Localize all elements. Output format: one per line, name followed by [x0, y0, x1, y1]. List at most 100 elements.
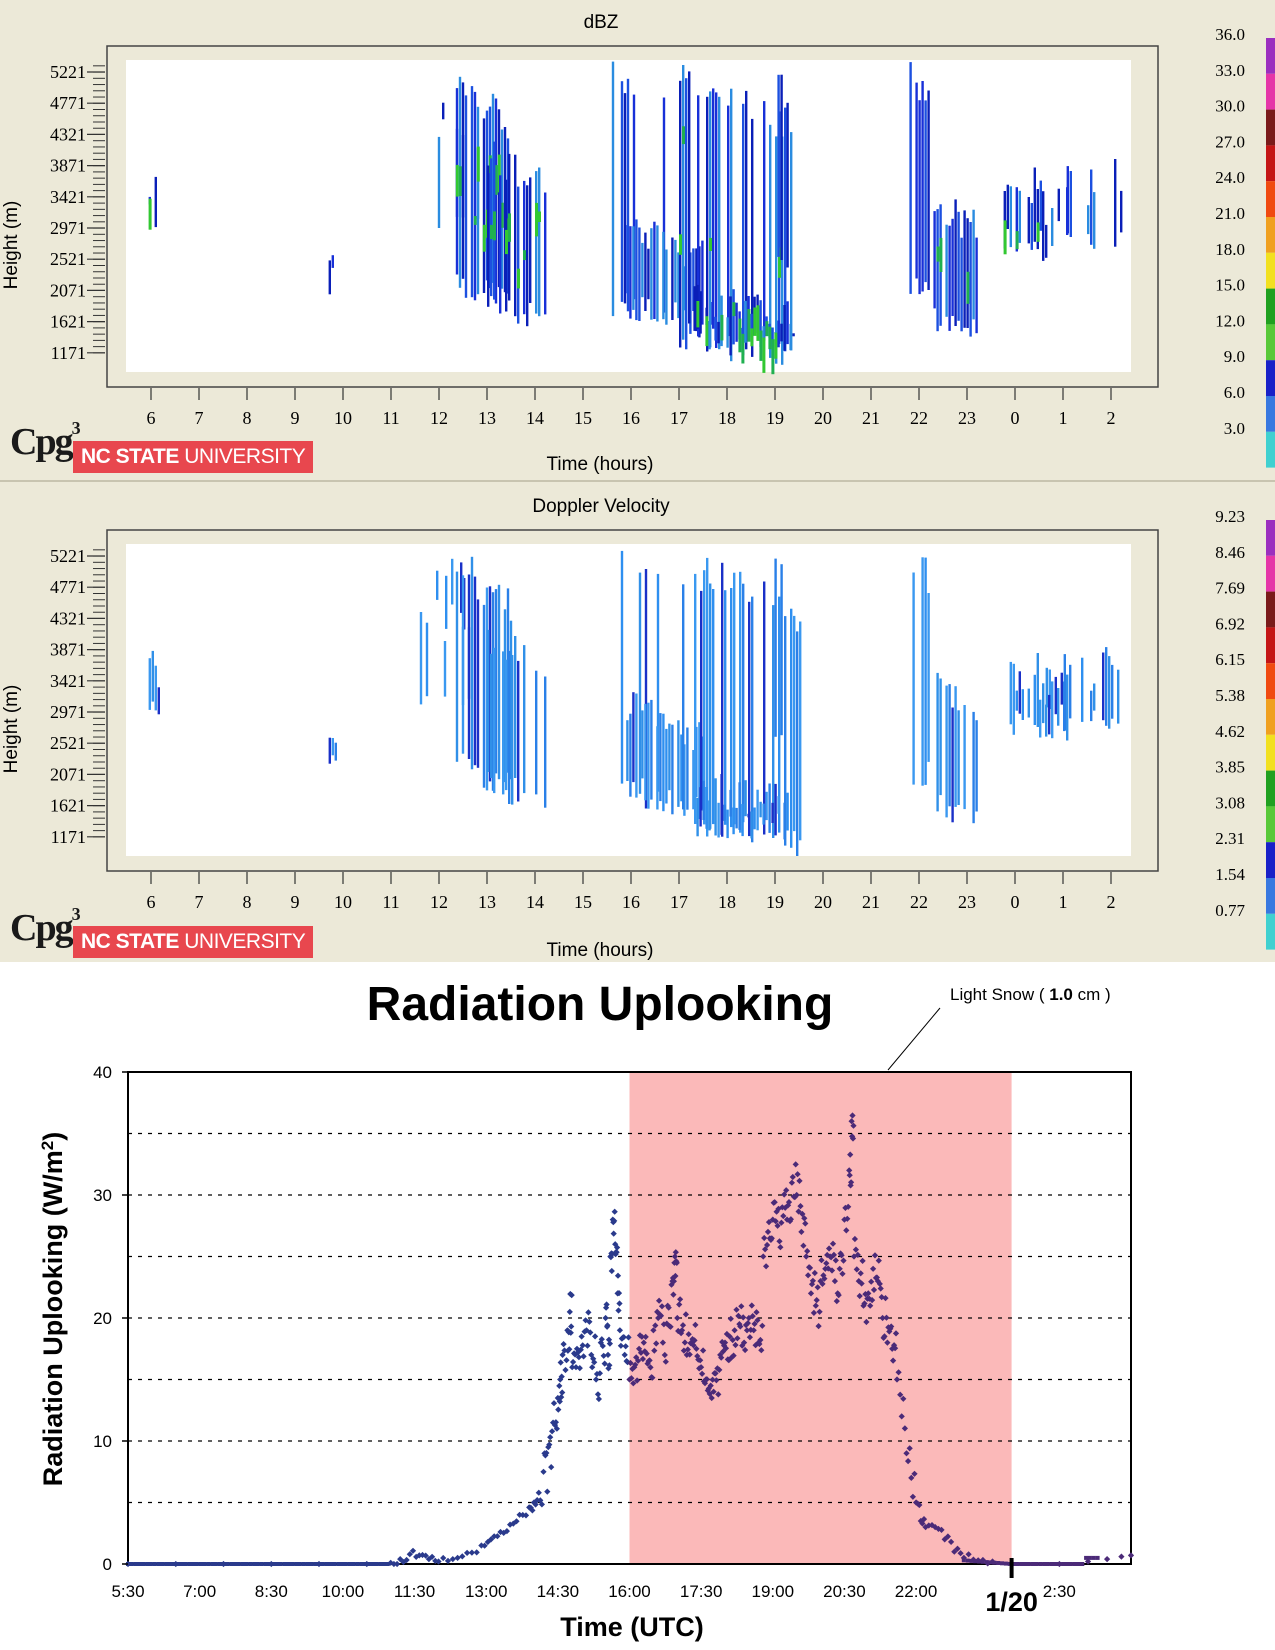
radiation-point: [954, 1545, 961, 1552]
radiation-x-tick-label: 5:30: [111, 1582, 144, 1601]
radiation-point: [145, 1562, 150, 1566]
radiation-point: [567, 1329, 574, 1336]
colorbar-segment: [1266, 627, 1275, 664]
echo-streak: [762, 803, 765, 825]
echo-streak: [497, 584, 501, 780]
radiation-y-tick-label: 0: [103, 1555, 112, 1574]
radiation-point: [385, 1562, 390, 1566]
echo-streak: [784, 107, 787, 352]
x-tick-label: 10: [334, 408, 352, 428]
echo-core: [768, 326, 772, 350]
echo-streak: [1030, 203, 1033, 250]
echo-streak: [679, 80, 682, 348]
echo-streak: [644, 569, 648, 809]
x-tick-label: 18: [718, 408, 736, 428]
echo-streak: [494, 98, 498, 304]
radiation-point: [1049, 1562, 1054, 1566]
y-tick-label: 3421: [50, 187, 86, 207]
colorbar-tick-label: 0.77: [1215, 901, 1245, 920]
radiation-point: [393, 1560, 401, 1568]
radiation-x-tick-label: 19:00: [752, 1582, 795, 1601]
echo-streak: [732, 807, 735, 835]
echo-streak: [729, 789, 732, 817]
echo-streak: [1048, 669, 1051, 709]
echo-streak: [948, 225, 951, 331]
echo-streak: [1069, 171, 1072, 237]
echo-streak: [154, 665, 157, 711]
radiation-point: [814, 1284, 821, 1291]
echo-streak: [682, 584, 685, 810]
radiation-y-axis-label: Radiation Uplooking (W/m2): [38, 1132, 69, 1486]
echo-streak: [686, 727, 689, 810]
echo-streak: [463, 578, 466, 630]
radiation-point: [759, 1322, 766, 1329]
echo-core: [682, 126, 685, 145]
echo-streak: [936, 209, 939, 332]
echo-streak: [331, 255, 334, 268]
radiation-point: [938, 1526, 945, 1534]
echo-streak: [945, 224, 948, 317]
dbz-title: dBZ: [584, 12, 619, 33]
radiation-point: [608, 1267, 615, 1275]
dbz-x-ticks: 6 7 8 9 10 11 12 13 14 15 16 17 18 19 20 21 22 23 0 1 2: [147, 388, 1116, 428]
radiation-title: Radiation Uplooking: [367, 978, 834, 1031]
radiation-point: [562, 1366, 569, 1374]
x-tick-label: 15: [574, 408, 592, 428]
radiation-point: [591, 1333, 599, 1340]
echo-streak: [969, 222, 972, 337]
x-tick-label: 2: [1107, 408, 1116, 428]
echo-streak: [745, 90, 748, 350]
radiation-point: [794, 1171, 801, 1178]
echo-core: [936, 246, 940, 262]
colorbar-tick-label: 5.38: [1215, 686, 1245, 705]
radiation-point: [592, 1376, 600, 1383]
radiation-point: [529, 1507, 536, 1514]
radiation-point: [727, 1315, 734, 1322]
cpg-logo-2: Cpg3: [10, 904, 81, 949]
radiation-point: [792, 1161, 799, 1168]
echo-streak: [680, 734, 683, 802]
radiation-point: [309, 1562, 314, 1566]
radiation-point: [1080, 1562, 1085, 1566]
radiation-x-tick-label: 14:30: [537, 1582, 580, 1601]
colorbar-tick-label: 3.85: [1215, 758, 1245, 777]
radiation-point: [351, 1562, 356, 1566]
echo-streak: [517, 186, 520, 324]
echo-streak: [751, 118, 754, 357]
radiation-x-tick-label: 22:00: [895, 1582, 938, 1601]
echo-streak: [1066, 674, 1069, 741]
echo-streak: [674, 239, 677, 303]
radiation-point: [655, 1297, 663, 1304]
echo-streak: [706, 557, 709, 837]
radiation-point: [610, 1230, 617, 1237]
radiation-point: [569, 1358, 577, 1366]
radiation-point: [578, 1333, 585, 1340]
radiation-point: [568, 1323, 575, 1330]
colorbar-segment: [1266, 699, 1275, 735]
echo-streak: [759, 801, 762, 818]
radiation-point: [600, 1352, 607, 1359]
echo-streak: [1093, 683, 1096, 711]
echo-streak: [464, 95, 468, 298]
echo-streak: [1033, 167, 1036, 242]
echo-streak: [662, 97, 666, 313]
radiation-point: [152, 1562, 157, 1566]
echo-streak: [455, 571, 459, 762]
echo-streak: [1036, 189, 1039, 250]
echo-streak: [701, 240, 704, 325]
radiation-point: [297, 1562, 302, 1566]
echo-streak: [750, 313, 753, 337]
radiation-point: [839, 1270, 846, 1277]
radiation-point: [595, 1395, 603, 1403]
echo-streak: [954, 686, 957, 807]
echo-streak: [786, 102, 789, 268]
echo-core: [765, 321, 769, 337]
echo-streak: [780, 323, 783, 342]
echo-streak: [526, 185, 529, 327]
radiation-x-tick-label: 16:00: [608, 1582, 651, 1601]
x-tick-label: 11: [382, 892, 399, 912]
radiation-point: [630, 1380, 637, 1387]
radiation-point: [586, 1318, 593, 1325]
colorbar-tick-label: 3.0: [1224, 419, 1245, 438]
echo-streak: [748, 601, 751, 837]
